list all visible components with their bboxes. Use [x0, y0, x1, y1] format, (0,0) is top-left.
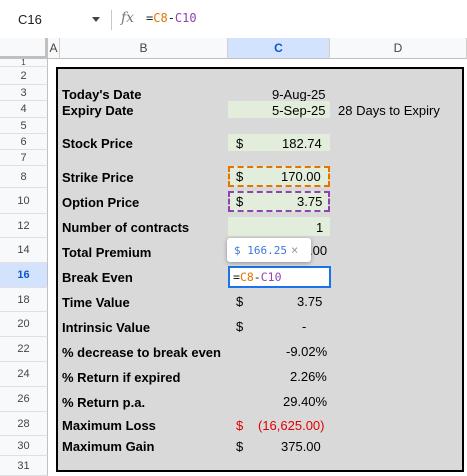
contracts-cell[interactable]	[228, 217, 330, 236]
return-expired-label: % Return if expired	[62, 370, 181, 385]
stock-price-cell[interactable]	[228, 134, 330, 151]
max-loss-label: Maximum Loss	[62, 418, 156, 433]
row-header-20[interactable]: 20	[0, 312, 48, 337]
stock-price-label: Stock Price	[62, 136, 133, 151]
fx-icon: fx	[121, 10, 135, 26]
return-pa-label: % Return p.a.	[62, 395, 146, 410]
stock-price-value: 182.74	[282, 136, 322, 151]
name-box[interactable]: C16	[18, 12, 42, 27]
max-loss-currency: $	[236, 418, 244, 433]
max-loss-value[interactable]: (16,625.00)	[258, 418, 325, 433]
total-premium-value-partial: .00	[309, 243, 328, 258]
option-price-label: Option Price	[62, 195, 140, 210]
row-header-10[interactable]: 10	[0, 188, 48, 214]
formula-preview-value: $ 166.25	[234, 244, 287, 257]
row-header-7[interactable]: 7	[0, 150, 48, 166]
formula-preview-tooltip: $ 166.25 ×	[227, 238, 311, 262]
formula-op: -	[167, 11, 175, 25]
strike-price-label: Strike Price	[62, 170, 134, 185]
todays-date-label: Today's Date	[62, 87, 142, 102]
option-price-cell-ref[interactable]	[228, 191, 330, 212]
row-header-8[interactable]: 8	[0, 166, 48, 188]
row-header-24[interactable]: 24	[0, 362, 48, 387]
row-header-3[interactable]: 3	[0, 85, 48, 101]
close-icon[interactable]: ×	[290, 243, 299, 257]
return-expired-value[interactable]: 2.26%	[290, 369, 327, 384]
intrinsic-value-label: Intrinsic Value	[62, 320, 151, 335]
column-header-a[interactable]: A	[48, 38, 60, 59]
strike-price-cell-ref[interactable]	[228, 166, 330, 187]
cell-formula-op: -	[253, 270, 261, 284]
row-header-31[interactable]: 31	[0, 456, 48, 476]
time-value-currency: $	[236, 294, 244, 309]
expiry-date-cell[interactable]	[228, 101, 330, 118]
stock-price-currency: $	[236, 136, 244, 151]
row-header-2[interactable]: 2	[0, 67, 48, 85]
row-header-26[interactable]: 26	[0, 387, 48, 412]
active-cell-editor[interactable]: =C8-C10	[228, 266, 331, 288]
formula-bar: C16 fx =C8-C10	[0, 0, 467, 38]
cell-formula: =C8-C10	[233, 270, 282, 284]
max-gain-value[interactable]: 375.00	[281, 439, 321, 454]
total-premium-label: Total Premium	[62, 245, 152, 260]
formula-eq: =	[146, 11, 154, 25]
row-header-14[interactable]: 14	[0, 238, 48, 263]
row-header-6[interactable]: 6	[0, 134, 48, 150]
column-header-b[interactable]: B	[60, 38, 228, 59]
row-header-12[interactable]: 12	[0, 214, 48, 238]
time-value-value[interactable]: 3.75	[297, 294, 323, 309]
row-header-22[interactable]: 22	[0, 337, 48, 362]
formula-ref-c8: C8	[153, 11, 168, 25]
select-all-corner[interactable]	[0, 38, 48, 59]
break-even-label: Break Even	[62, 270, 133, 285]
column-header-c[interactable]: C	[228, 38, 330, 59]
formula-ref-c10: C10	[174, 11, 197, 25]
todays-date-value[interactable]: 9-Aug-25	[272, 87, 326, 102]
option-price-currency: $	[236, 194, 244, 209]
expiry-date-label: Expiry Date	[62, 103, 134, 118]
row-header-1[interactable]: 1	[0, 59, 48, 67]
time-value-label: Time Value	[62, 295, 130, 310]
row-header-18[interactable]: 18	[0, 288, 48, 312]
max-gain-currency: $	[236, 439, 244, 454]
cell-formula-ref-c10: C10	[260, 270, 282, 284]
row-header-5[interactable]: 5	[0, 118, 48, 134]
chevron-down-icon[interactable]	[92, 17, 100, 22]
contracts-label: Number of contracts	[62, 220, 190, 235]
cell-formula-ref-c8: C8	[239, 270, 254, 284]
row-header-16[interactable]: 16	[0, 263, 48, 288]
column-header-d[interactable]: D	[330, 38, 467, 59]
row-header-30[interactable]: 30	[0, 436, 48, 456]
pct-decrease-value[interactable]: -9.02%	[286, 344, 328, 359]
intrinsic-value-value[interactable]: -	[302, 319, 307, 334]
pct-decrease-label: % decrease to break even	[62, 345, 221, 360]
cell-formula-eq: =	[233, 270, 240, 284]
option-price-value: 3.75	[297, 194, 323, 209]
divider	[111, 10, 112, 30]
row-header-4[interactable]: 4	[0, 101, 48, 118]
max-gain-label: Maximum Gain	[62, 439, 155, 454]
strike-price-currency: $	[236, 169, 244, 184]
row-header-28[interactable]: 28	[0, 412, 48, 436]
days-to-expiry: 28 Days to Expiry	[338, 103, 440, 118]
expiry-date-value: 5-Sep-25	[272, 103, 326, 118]
strike-price-value: 170.00	[281, 169, 321, 184]
formula-input[interactable]: =C8-C10	[146, 11, 197, 25]
return-pa-value[interactable]: 29.40%	[283, 394, 328, 409]
contracts-value: 1	[316, 220, 324, 235]
intrinsic-value-currency: $	[236, 319, 244, 334]
